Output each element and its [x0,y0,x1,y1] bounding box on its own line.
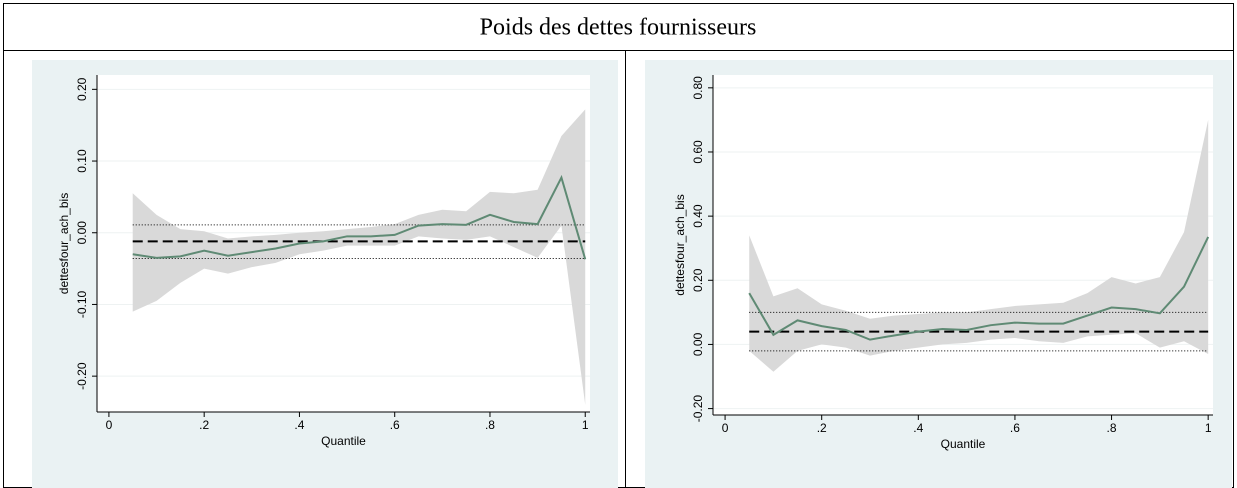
y-tick-label: 0.00 [691,332,705,356]
y-tick-label: 0.00 [75,221,89,245]
x-tick-label: 1 [1205,421,1212,435]
x-tick-label: .2 [199,418,209,432]
y-tick-label: -0.10 [75,290,89,318]
x-tick-label: .8 [1107,421,1117,435]
x-axis-label: Quantile [321,434,366,448]
y-tick-label: 0.60 [691,140,705,164]
y-tick-label: -0.20 [691,395,705,423]
y-tick-label: 0.20 [75,77,89,101]
y-tick-label: 0.80 [691,76,705,100]
x-tick-label: 0 [106,418,113,432]
y-tick-label: -0.20 [75,362,89,390]
y-tick-label: 0.40 [691,204,705,228]
confidence-band [132,109,586,405]
x-tick-label: .6 [390,418,400,432]
x-tick-label: 0 [722,421,729,435]
y-tick-label: 0.10 [75,149,89,173]
table-title: Poids des dettes fournisseurs [480,15,757,41]
x-tick-label: .2 [817,421,827,435]
confidence-band [749,119,1209,372]
y-tick-label: 0.20 [691,268,705,292]
coefficient-line [748,236,1210,341]
x-tick-label: .4 [294,418,304,432]
x-tick-label: 1 [582,418,589,432]
y-axis-label: dettesfour_ach_bis [673,194,687,295]
x-tick-label: .4 [913,421,923,435]
coefficient-line [132,174,587,260]
x-tick-label: .8 [485,418,495,432]
plot-area [713,75,1213,415]
x-axis-label: Quantile [941,437,986,451]
x-tick-label: .6 [1010,421,1020,435]
y-axis-label: dettesfour_ach_bis [57,193,71,294]
